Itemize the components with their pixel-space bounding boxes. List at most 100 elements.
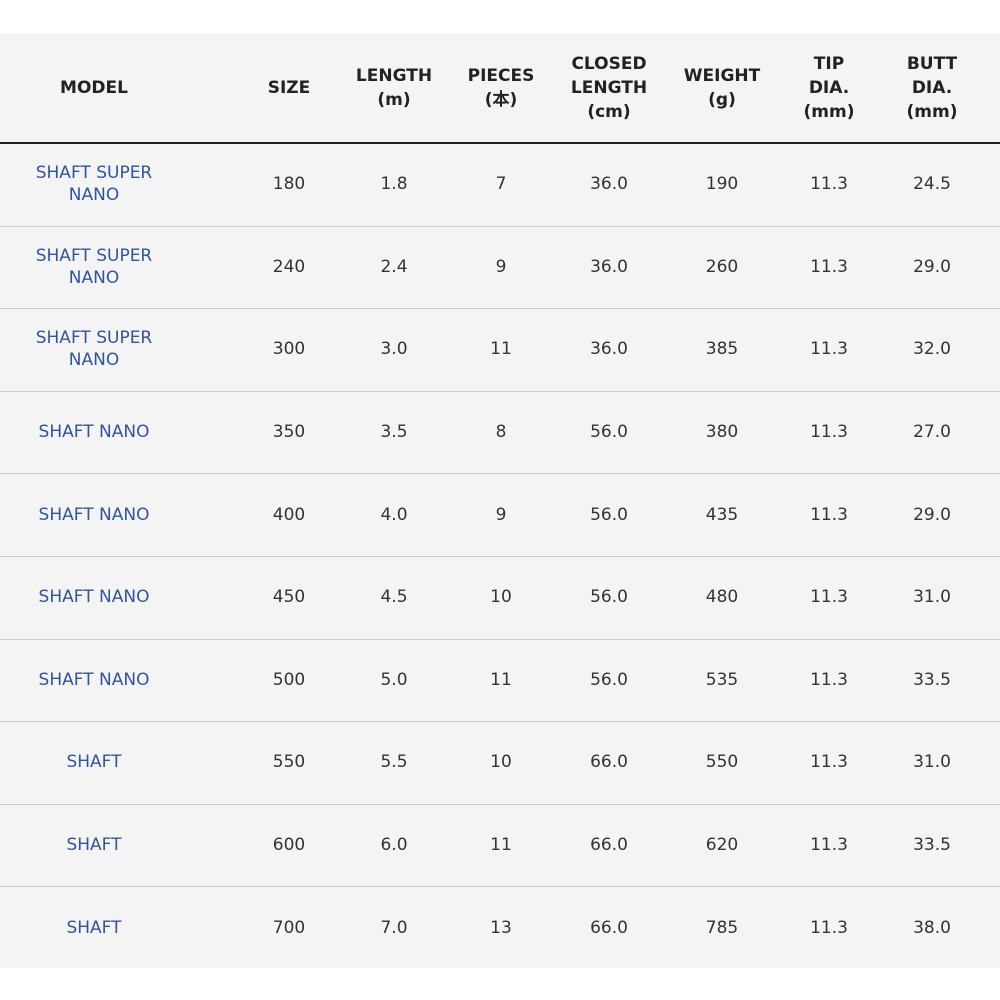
model-name: SHAFT <box>66 835 122 856</box>
table-cell: 240 <box>272 256 306 277</box>
model-name: SHAFT NANO <box>38 587 150 608</box>
header-line: BUTT <box>906 53 958 74</box>
table-cell: 190 <box>705 174 739 195</box>
table-cell: 11.3 <box>810 669 848 690</box>
row-divider <box>0 390 1000 392</box>
header-line: MODEL <box>60 77 128 98</box>
table-cell: 33.5 <box>913 669 951 690</box>
table-cell: 11.3 <box>810 587 848 608</box>
table-cell: 380 <box>705 422 739 443</box>
table-cell: 550 <box>272 752 306 773</box>
table-cell: 32.0 <box>913 339 951 360</box>
table-cell: 600 <box>272 835 306 856</box>
table-cell: 56.0 <box>590 669 628 690</box>
model-name: SHAFT <box>66 752 122 773</box>
table-cell: 11.3 <box>810 422 848 443</box>
table-cell: 7.0 <box>380 917 408 938</box>
model-name: SHAFT SUPER NANO <box>35 328 153 371</box>
table-cell: 11.3 <box>810 339 848 360</box>
table-cell: 385 <box>705 339 739 360</box>
row-divider <box>0 473 1000 475</box>
table-cell: 29.0 <box>913 256 951 277</box>
column-header: SIZE <box>268 33 311 142</box>
table-cell: 3.5 <box>380 422 408 443</box>
header-line: CLOSED <box>571 53 647 74</box>
table-cell: 31.0 <box>913 587 951 608</box>
table-cell: 66.0 <box>590 752 628 773</box>
header-line: LENGTH <box>355 65 433 86</box>
table-cell: 13 <box>490 917 512 938</box>
header-line: PIECES <box>467 65 535 86</box>
table-cell: 8 <box>495 422 507 443</box>
header-line: SIZE <box>267 77 311 98</box>
table-cell: 11.3 <box>810 752 848 773</box>
row-divider <box>0 308 1000 310</box>
table-cell: 9 <box>495 504 507 525</box>
table-cell: 6.0 <box>380 835 408 856</box>
table-cell: 180 <box>272 174 306 195</box>
table-cell: 7 <box>495 174 507 195</box>
table-cell: 56.0 <box>590 504 628 525</box>
table-cell: 10 <box>490 752 512 773</box>
column-header: MODEL <box>60 33 128 142</box>
column-header: TIP DIA. (mm) <box>804 33 855 142</box>
header-line: (mm) <box>803 101 855 122</box>
table-cell: 5.0 <box>380 669 408 690</box>
table-cell: 31.0 <box>913 752 951 773</box>
table-cell: 550 <box>705 752 739 773</box>
header-line: (本) <box>484 89 518 110</box>
column-header: WEIGHT (g) <box>684 33 760 142</box>
table-cell: 700 <box>272 917 306 938</box>
table-cell: 56.0 <box>590 587 628 608</box>
table-cell: 11.3 <box>810 256 848 277</box>
table-cell: 11 <box>490 835 512 856</box>
table-cell: 350 <box>272 422 306 443</box>
column-header: LENGTH (m) <box>356 33 432 142</box>
header-rule <box>0 142 1000 144</box>
table-cell: 9 <box>495 256 507 277</box>
table-cell: 450 <box>272 587 306 608</box>
model-name: SHAFT NANO <box>38 504 150 525</box>
header-line: LENGTH <box>570 77 648 98</box>
header-line: WEIGHT <box>683 65 761 86</box>
table-cell: 11 <box>490 669 512 690</box>
header-line: DIA. <box>808 77 850 98</box>
table-cell: 29.0 <box>913 504 951 525</box>
row-divider <box>0 556 1000 557</box>
table-cell: 38.0 <box>913 917 951 938</box>
table-cell: 11.3 <box>810 504 848 525</box>
table-cell: 4.0 <box>380 504 408 525</box>
table-cell: 400 <box>272 504 306 525</box>
model-name: SHAFT <box>66 917 122 938</box>
table-cell: 300 <box>272 339 306 360</box>
header-line: (m) <box>377 89 411 110</box>
table-cell: 11.3 <box>810 835 848 856</box>
table-cell: 435 <box>705 504 739 525</box>
table-cell: 66.0 <box>590 835 628 856</box>
table-cell: 33.5 <box>913 835 951 856</box>
table-cell: 24.5 <box>913 174 951 195</box>
table-cell: 5.5 <box>380 752 408 773</box>
row-divider <box>0 721 1000 723</box>
header-line: (cm) <box>587 101 631 122</box>
table-cell: 56.0 <box>590 422 628 443</box>
column-header: PIECES (本) <box>468 33 535 142</box>
row-divider <box>0 803 1000 805</box>
column-header: BUTT DIA. (mm) <box>907 33 958 142</box>
header-line: TIP <box>813 53 845 74</box>
model-name: SHAFT NANO <box>38 669 150 690</box>
table-cell: 36.0 <box>590 174 628 195</box>
row-divider <box>0 638 1000 640</box>
table-cell: 535 <box>705 669 739 690</box>
model-name: SHAFT NANO <box>38 422 150 443</box>
table-cell: 260 <box>705 256 739 277</box>
row-divider <box>0 886 1000 888</box>
table-cell: 36.0 <box>590 339 628 360</box>
spec-table: MODEL SIZE LENGTH (m) PIECES (本) CLOSED LENGTH (… <box>0 33 1000 968</box>
table-cell: 11.3 <box>810 174 848 195</box>
column-header: CLOSED LENGTH (cm) <box>571 33 647 142</box>
model-name: SHAFT SUPER NANO <box>35 163 153 206</box>
header-line: (mm) <box>906 101 958 122</box>
header-line: (g) <box>708 89 736 110</box>
